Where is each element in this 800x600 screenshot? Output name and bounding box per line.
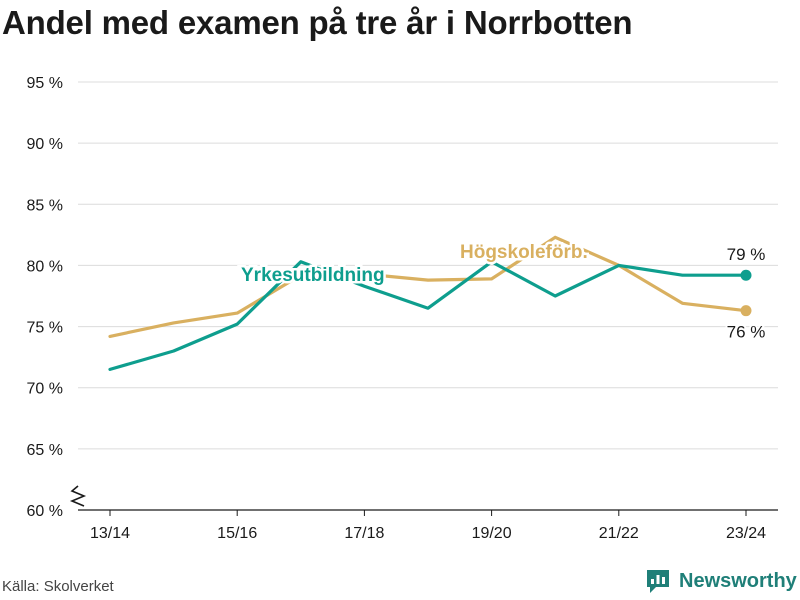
y-tick-label: 85 % <box>27 197 63 214</box>
y-axis-ticks: 95 % 90 % 85 % 80 % 75 % 70 % 65 % 60 % <box>27 75 63 520</box>
series-labels: Yrkesutbildning Högskoleförb. 79 % 76 % <box>239 240 768 344</box>
y-tick-label: 65 % <box>27 442 63 459</box>
brand-logo[interactable]: Newsworthy <box>645 568 797 594</box>
x-tick-label: 21/22 <box>599 525 639 542</box>
x-axis: 13/14 15/16 17/18 19/20 21/22 23/24 <box>69 485 778 542</box>
y-tick-label: 75 % <box>27 320 63 337</box>
x-tick-label: 13/14 <box>90 525 130 542</box>
y-tick-label: 80 % <box>27 258 63 275</box>
end-value-label: 79 % <box>727 245 766 264</box>
end-value-label: 76 % <box>727 323 766 342</box>
x-tick-label: 19/20 <box>472 525 512 542</box>
x-tick-label: 17/18 <box>344 525 384 542</box>
series-line <box>108 260 748 371</box>
brand-name: Newsworthy <box>679 569 797 592</box>
series-lines <box>108 235 752 371</box>
gridlines <box>78 81 778 450</box>
x-tick-label: 23/24 <box>726 525 766 542</box>
axis-break-icon <box>69 485 87 507</box>
y-tick-label: 90 % <box>27 136 63 153</box>
end-point-marker <box>740 305 752 317</box>
y-tick-label: 70 % <box>27 381 63 398</box>
x-tick-label: 15/16 <box>217 525 257 542</box>
y-tick-label: 60 % <box>27 503 63 520</box>
newsworthy-logo-icon <box>647 570 669 593</box>
chart-title: Andel med examen på tre år i Norrbotten <box>2 4 633 41</box>
series-line <box>108 235 748 338</box>
end-point-marker <box>740 269 752 281</box>
series-name-label: Yrkesutbildning <box>241 265 385 286</box>
series-name-label: Högskoleförb. <box>460 242 588 263</box>
source-note: Källa: Skolverket <box>2 578 114 595</box>
y-tick-label: 95 % <box>27 75 63 92</box>
